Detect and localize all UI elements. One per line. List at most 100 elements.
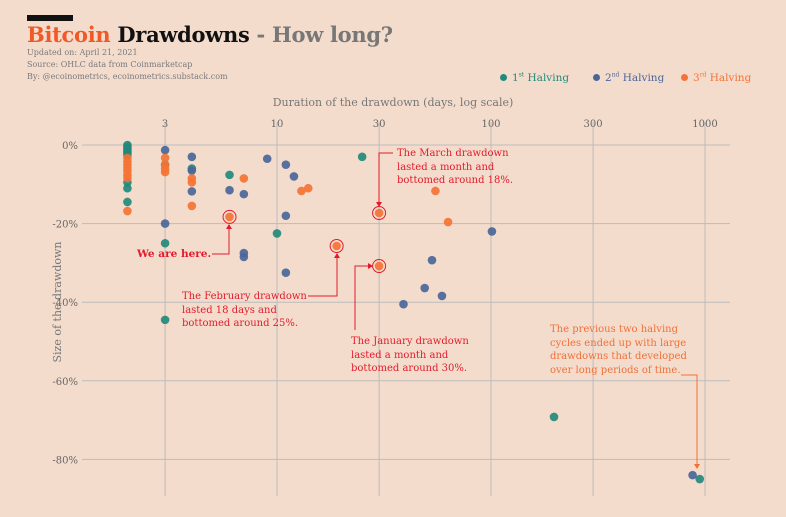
data-point <box>303 183 313 193</box>
legend-num: 1 <box>512 71 519 84</box>
arrow-january <box>354 265 370 330</box>
data-point <box>123 197 132 207</box>
title-bitcoin: Bitcoin <box>27 22 111 47</box>
data-point <box>123 206 132 216</box>
arrowhead-icon <box>368 263 373 269</box>
arrowhead-icon <box>226 224 232 229</box>
legend-label: Halving <box>524 71 570 84</box>
arrow-we-are-here <box>212 227 230 255</box>
data-point <box>187 201 197 211</box>
grid <box>82 122 730 496</box>
data-point <box>160 145 170 155</box>
legend-item-1st-halving: 1st Halving <box>500 71 569 84</box>
legend-marker-icon <box>681 74 688 81</box>
data-point <box>187 152 197 162</box>
data-point <box>123 183 132 193</box>
data-point <box>225 185 234 195</box>
arrow-previous <box>681 374 698 466</box>
data-point <box>420 283 430 293</box>
arrowhead-icon <box>694 464 700 469</box>
legend-num: 3 <box>693 71 700 84</box>
annotation-march: The March drawdown lasted a month and bo… <box>397 147 513 188</box>
annotation-line: bottomed around 18%. <box>397 175 514 186</box>
y-tick-label: -20% <box>52 220 78 231</box>
data-point <box>281 268 291 278</box>
data-point <box>443 217 453 227</box>
byline: By: @ecoinometrics, ecoinometrics.substa… <box>27 72 228 81</box>
legend-marker-icon <box>500 74 507 81</box>
y-axis-label: Size of the drawdown <box>51 242 64 363</box>
legend-label: Halving <box>619 71 665 84</box>
data-point <box>187 166 197 175</box>
title-how-long: - How long? <box>256 22 394 47</box>
x-tick-label: 300 <box>584 119 603 130</box>
data-point <box>239 252 249 262</box>
annotation-line: lasted 18 days and <box>182 304 277 316</box>
data-point <box>374 208 384 218</box>
data-point <box>187 178 197 187</box>
annotation-line: The March drawdown <box>397 148 509 159</box>
annotation-line: over long periods of time. <box>550 364 681 376</box>
data-point <box>225 212 234 222</box>
legend-num: 2 <box>605 71 612 84</box>
arrow-february <box>308 256 338 297</box>
x-tick-label: 100 <box>481 119 500 130</box>
annotation-we-are-here: We are here. <box>137 248 212 260</box>
annotation-february: The February drawdown lasted 18 days and… <box>182 290 307 331</box>
annotation-arrows <box>212 152 698 466</box>
y-tick-label: -40% <box>52 298 78 309</box>
title-accent-bar <box>27 15 73 21</box>
data-point <box>357 152 367 162</box>
y-tick-label: -80% <box>52 455 78 466</box>
data-point <box>239 174 249 183</box>
data-point <box>187 187 197 196</box>
x-tick-label: 3 <box>162 119 168 130</box>
data-point <box>160 153 170 163</box>
highlight-ring <box>222 209 237 224</box>
data-point <box>549 412 559 422</box>
data-point <box>239 189 249 199</box>
data-point <box>160 167 170 177</box>
data-point <box>427 255 437 265</box>
annotation-previous-halvings: The previous two halving cycles ended up… <box>550 323 687 377</box>
legend-item-3rd-halving: 3rd Halving <box>681 71 751 84</box>
data-point <box>688 470 697 480</box>
data-point <box>487 227 497 236</box>
updated-date: Updated on: April 21, 2021 <box>27 48 138 57</box>
x-tick-label: 30 <box>373 119 386 130</box>
data-point <box>431 186 440 196</box>
annotation-line: drawdowns that developed <box>550 351 687 362</box>
data-point <box>281 211 291 221</box>
legend-label: Halving <box>706 71 752 84</box>
annotation-line: bottomed around 25%. <box>182 318 299 329</box>
annotation-line: cycles ended up with large <box>550 337 687 349</box>
legend-item-2nd-halving: 2nd Halving <box>593 71 664 84</box>
x-tick-label: 1000 <box>692 119 717 130</box>
data-point <box>160 238 170 248</box>
data-point <box>289 172 299 181</box>
data-source: Source: OHLC data from Coinmarketcap <box>27 60 193 69</box>
data-point <box>374 261 384 271</box>
data-point <box>695 474 705 484</box>
annotation-line: The January drawdown <box>351 336 469 347</box>
arrowhead-icon <box>376 202 382 207</box>
data-point <box>399 299 408 309</box>
data-point <box>160 315 170 325</box>
data-point <box>332 241 341 251</box>
legend-sup: st <box>518 71 525 78</box>
legend-sup: rd <box>699 71 707 78</box>
y-tick-label: 0% <box>62 141 78 152</box>
annotation-line: bottomed around 30%. <box>351 363 468 374</box>
data-point <box>262 154 272 164</box>
data-point <box>160 219 170 228</box>
data-point <box>272 229 282 238</box>
annotation-january: The January drawdown lasted a month and … <box>351 335 469 376</box>
data-point <box>297 186 306 196</box>
highlight-ring <box>329 239 344 254</box>
annotation-line: The previous two halving <box>550 324 678 335</box>
legend-sup: nd <box>611 71 620 78</box>
arrowhead-icon <box>334 253 340 258</box>
chart-title: Bitcoin Drawdowns - How long? <box>27 22 393 47</box>
annotation-line: lasted a month and <box>397 161 495 173</box>
annotation-line: The February drawdown <box>182 291 307 302</box>
